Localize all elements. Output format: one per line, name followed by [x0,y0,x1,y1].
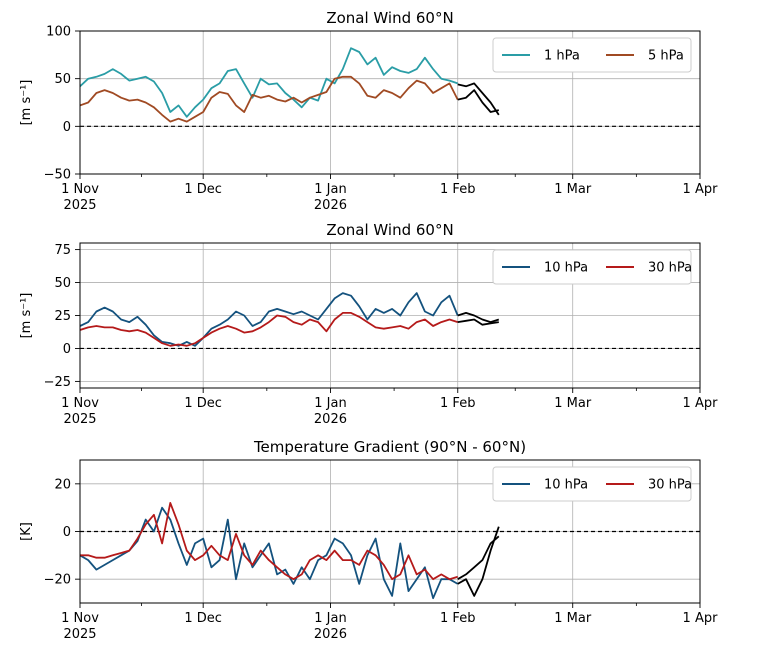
x-tick-label: 1 Nov [61,396,99,411]
y-axis-label: [K] [19,522,34,541]
x-tick-label: 1 Jan [314,611,346,626]
legend-label: 30 hPa [648,261,692,276]
x-tick-label: 1 Nov [61,182,99,197]
forecast-line-2 [457,311,500,324]
legend: 10 hPa 30 hPa [492,466,692,502]
y-tick-label: −20 [44,573,71,588]
legend-label: 10 hPa [544,478,588,493]
y-tick-label: 100 [46,25,71,40]
chart-title: Temperature Gradient (90°N - 60°N) [253,438,526,456]
series-line-0 [80,47,458,118]
y-tick-label: 50 [54,72,71,87]
x-tick-label: 1 Dec [184,396,222,411]
x-tick-year-label: 2026 [314,627,347,642]
x-tick-year-label: 2025 [63,198,96,213]
legend: 1 hPa 5 hPa [492,37,692,73]
y-tick-label: 75 [54,243,71,258]
x-tick-label: 1 Dec [184,182,222,197]
y-tick-label: 25 [54,309,71,324]
axes-frame [79,30,701,175]
x-tick-year-label: 2025 [63,627,96,642]
x-tick-year-label: 2026 [314,198,347,213]
series-line-0 [80,292,459,347]
forecast-line-3 [457,318,499,326]
x-tick-label: 1 Feb [440,611,475,626]
forecast-line-3 [457,526,500,597]
legend-box [492,37,692,73]
x-tick-label: 1 Apr [683,396,719,411]
y-tick-label: 0 [63,120,71,135]
x-tick-label: 1 Dec [184,611,222,626]
y-tick-label: −25 [44,375,71,390]
x-tick-label: 1 Mar [554,396,592,411]
forecast-line-3 [457,89,500,113]
y-tick-label: −50 [44,168,71,183]
chart-title: Zonal Wind 60°N [326,221,453,239]
series-line-1 [80,75,459,123]
y-axis-label: [m s⁻¹] [19,293,34,339]
x-tick-year-label: 2025 [63,412,96,427]
x-tick-label: 1 Apr [683,611,719,626]
y-axis-label: [m s⁻¹] [19,80,34,126]
y-tick-label: 50 [54,276,71,291]
legend-box [492,466,692,502]
y-tick-label: 0 [63,525,71,540]
x-tick-year-label: 2026 [314,412,347,427]
x-tick-label: 1 Jan [314,396,346,411]
legend: 10 hPa 30 hPa [492,249,692,285]
series-line-1 [80,501,458,581]
x-tick-label: 1 Jan [314,182,346,197]
x-tick-label: 1 Apr [683,182,719,197]
legend-label: 5 hPa [648,49,684,64]
legend-label: 1 hPa [544,49,580,64]
forecast-line-2 [457,82,500,116]
x-tick-label: 1 Mar [554,611,592,626]
series-line-0 [80,506,459,600]
forecast-line-2 [457,535,500,580]
chart-title: Zonal Wind 60°N [326,9,453,27]
y-tick-label: 0 [63,342,71,357]
x-tick-label: 1 Nov [61,611,99,626]
x-tick-label: 1 Mar [554,182,592,197]
x-tick-label: 1 Feb [440,182,475,197]
series-line-1 [80,311,458,347]
legend-label: 10 hPa [544,261,588,276]
x-tick-label: 1 Feb [440,396,475,411]
legend-label: 30 hPa [648,478,692,493]
legend-box [492,249,692,285]
y-tick-label: 20 [54,477,71,492]
